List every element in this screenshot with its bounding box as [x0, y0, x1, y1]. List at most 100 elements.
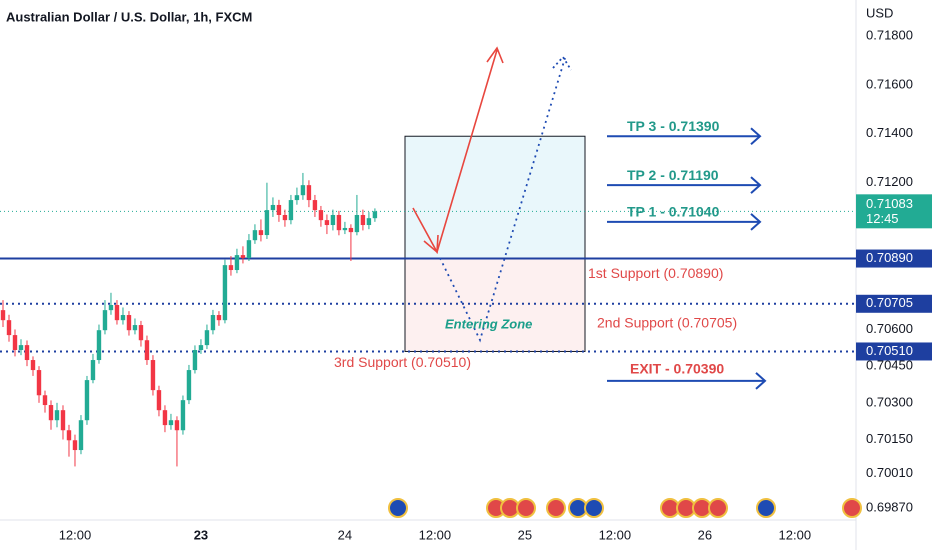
target-arrow-head — [750, 213, 762, 231]
candle-body — [336, 214, 342, 231]
candle-body — [312, 200, 318, 211]
candle-body — [342, 227, 348, 231]
candle-body — [204, 330, 210, 346]
candle-body — [102, 310, 108, 331]
candle-body — [144, 340, 150, 361]
target-arrow-head — [750, 176, 762, 194]
axis-badge-label: 0.70510 — [866, 343, 913, 358]
red-arrowhead — [486, 46, 504, 64]
candle-body — [198, 345, 204, 351]
candle-body — [288, 200, 294, 221]
y-tick-label: 0.70450 — [866, 358, 913, 373]
candle-body — [294, 195, 300, 201]
candle-body — [108, 305, 114, 311]
candle-body — [42, 395, 48, 406]
target-label: TP 3 - 0.71390 — [627, 118, 720, 134]
candle-body — [0, 310, 6, 321]
candle-body — [276, 204, 282, 215]
blue-path — [439, 57, 566, 343]
candle-body — [228, 265, 234, 271]
candle-body — [24, 345, 30, 361]
candle-body — [132, 325, 138, 331]
chart-title: Australian Dollar / U.S. Dollar, 1h, FXC… — [6, 9, 252, 24]
candle-body — [162, 410, 168, 426]
y-tick-label: 0.71600 — [866, 76, 913, 91]
candle-body — [300, 185, 306, 196]
candle-body — [156, 390, 162, 411]
candle-body — [246, 240, 252, 259]
candle-body — [30, 360, 36, 371]
red-arrowhead — [423, 234, 439, 254]
candle-body — [186, 370, 192, 401]
candle-body — [168, 420, 174, 426]
y-tick-label: 0.69870 — [866, 499, 913, 514]
event-icon — [842, 498, 862, 518]
axis-badge — [856, 294, 932, 313]
x-tick-label: 25 — [518, 527, 532, 542]
event-icon — [388, 498, 408, 518]
candle-body — [6, 320, 12, 336]
candle-body — [78, 420, 84, 451]
axis-badge-label: 0.70890 — [866, 250, 913, 265]
exit-arrow-head — [755, 372, 767, 390]
candle-body — [120, 315, 126, 321]
support-label: 2nd Support (0.70705) — [597, 314, 737, 330]
x-tick-label: 12:00 — [599, 527, 632, 542]
current-price-badge — [856, 194, 932, 229]
candle-body — [12, 335, 18, 351]
drawings — [0, 135, 856, 353]
candle-body — [270, 204, 276, 211]
candle-body — [354, 214, 360, 233]
candle-body — [90, 360, 96, 381]
candle-body — [60, 410, 66, 431]
candle-body — [96, 330, 102, 361]
currency-label: USD — [866, 5, 893, 20]
y-tick-label: 0.71200 — [866, 174, 913, 189]
x-tick-label: 24 — [338, 527, 352, 542]
candle-body — [282, 214, 288, 221]
x-tick-label: 12:00 — [59, 527, 92, 542]
candle-body — [192, 350, 198, 371]
zone-label: Entering Zone — [445, 316, 532, 331]
event-icons — [388, 498, 862, 518]
candle-body — [264, 210, 270, 236]
axis-badge — [856, 342, 932, 361]
support-label: 3rd Support (0.70510) — [334, 354, 471, 370]
candle-body — [366, 218, 372, 226]
x-tick-label: 23 — [194, 527, 208, 542]
candle-body — [180, 400, 186, 431]
candle-body — [348, 227, 354, 233]
target-label: TP 1 - 0.71040 — [627, 204, 720, 220]
candle-body — [360, 214, 366, 226]
support-label: 1st Support (0.70890) — [588, 265, 723, 281]
candle-body — [150, 360, 156, 391]
candle-body — [240, 255, 246, 259]
axis-badge-label: 0.70705 — [866, 295, 913, 310]
event-icon — [584, 498, 604, 518]
y-tick-label: 0.70600 — [866, 321, 913, 336]
candle-body — [222, 265, 228, 321]
blue-arrowhead — [552, 55, 572, 71]
candle-body — [258, 230, 264, 236]
candle-body — [174, 420, 180, 431]
target-box — [404, 135, 586, 260]
candle-body — [324, 220, 330, 226]
candle-body — [114, 305, 120, 321]
y-tick-label: 0.71800 — [866, 27, 913, 42]
candle-body — [54, 410, 60, 421]
candle-body — [66, 430, 72, 441]
candle-body — [318, 210, 324, 221]
x-tick-label: 12:00 — [419, 527, 452, 542]
y-tick-label: 0.70300 — [866, 394, 913, 409]
target-arrow-head — [750, 127, 762, 145]
event-icon — [546, 498, 566, 518]
candle-body — [306, 185, 312, 201]
candle-body — [48, 405, 54, 421]
x-tick-label: 12:00 — [779, 527, 812, 542]
x-tick-label: 26 — [698, 527, 712, 542]
candle-body — [210, 315, 216, 331]
event-icon — [516, 498, 536, 518]
axis-badge — [856, 249, 932, 268]
countdown-label: 12:45 — [866, 211, 899, 226]
